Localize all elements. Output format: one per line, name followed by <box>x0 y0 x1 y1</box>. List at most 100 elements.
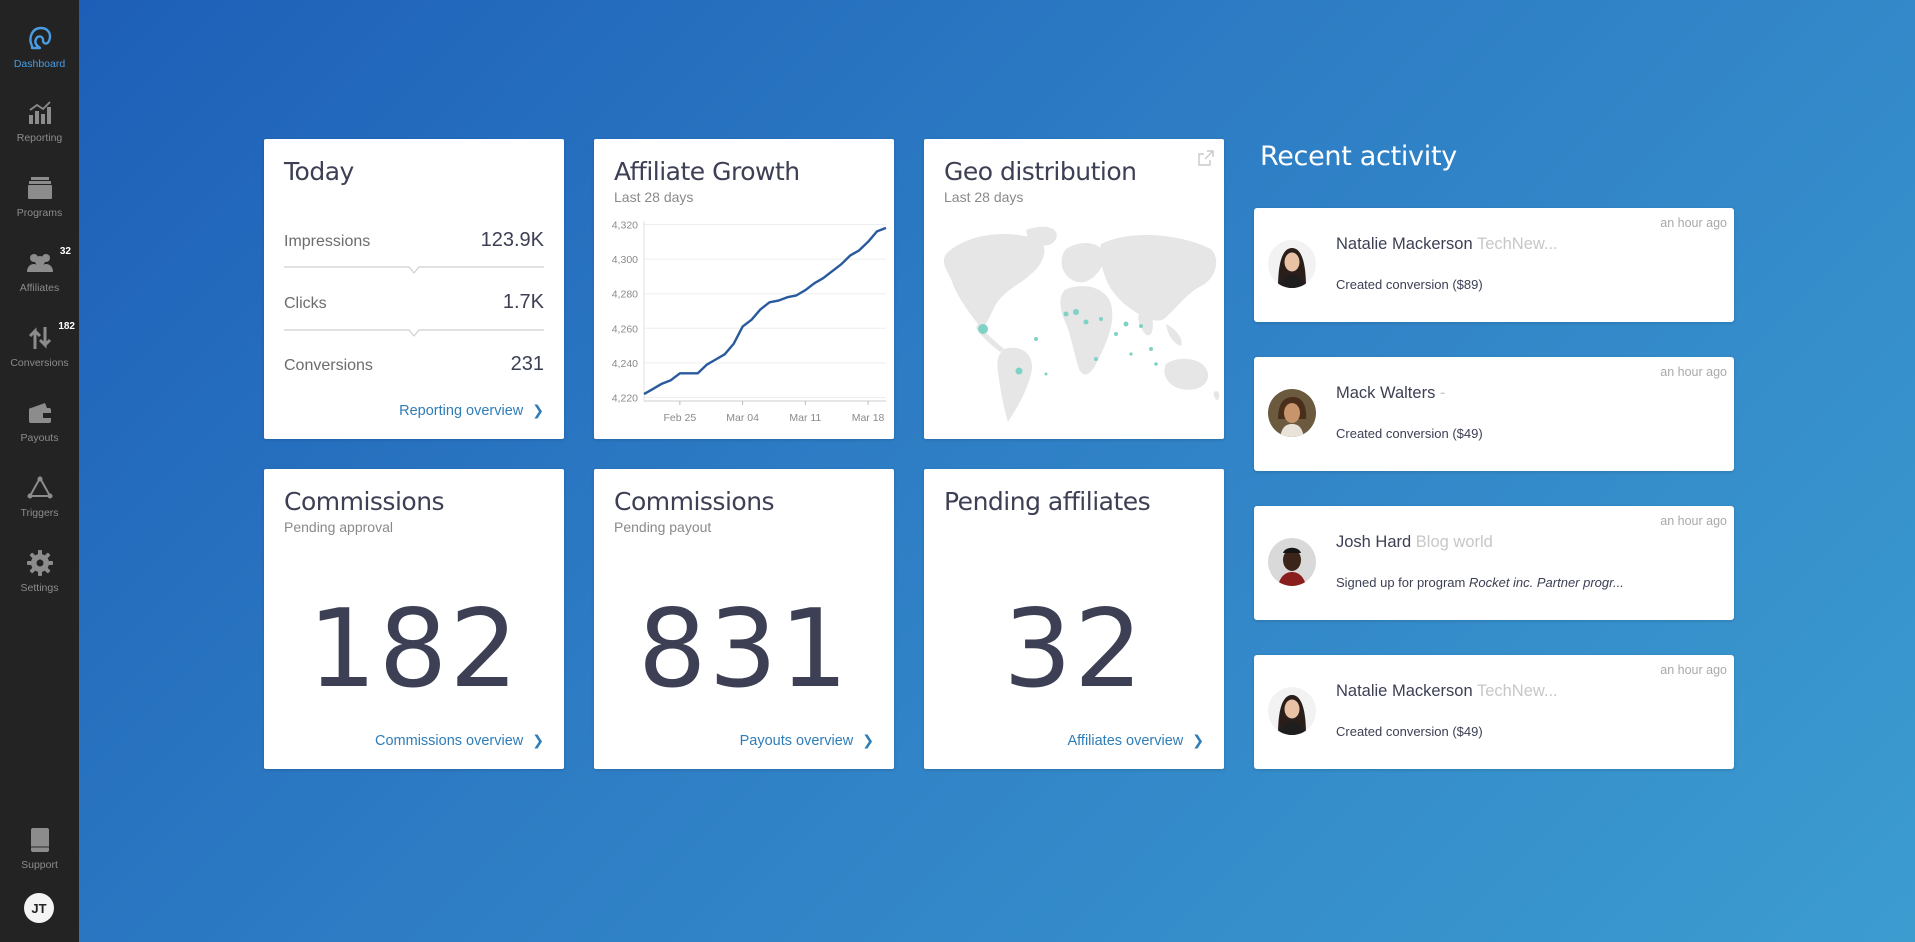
activity-item[interactable]: Natalie Mackerson TechNew... Created con… <box>1254 655 1734 769</box>
activity-user[interactable]: Josh Hard Blog world <box>1336 533 1493 552</box>
affiliates-overview-link[interactable]: Affiliates overview ❯ <box>1067 732 1204 749</box>
wallet-icon <box>28 403 51 423</box>
activity-time: an hour ago <box>1660 216 1727 230</box>
nav-triggers-label: Triggers <box>20 507 59 519</box>
pending-affiliates-count: 32 <box>1003 587 1145 712</box>
activity-user-name: Josh Hard <box>1336 533 1412 551</box>
activity-time: an hour ago <box>1660 663 1727 677</box>
chevron-right-icon: ❯ <box>532 402 544 418</box>
chevron-right-icon: ❯ <box>532 732 544 748</box>
nav-support[interactable]: Support <box>0 827 79 891</box>
activity-item[interactable]: Natalie Mackerson TechNew... Created con… <box>1254 208 1734 322</box>
nav-dashboard[interactable]: Dashboard <box>0 24 79 88</box>
payouts-overview-label: Payouts overview <box>739 732 854 749</box>
world-map <box>943 226 1220 422</box>
avatar <box>1268 240 1316 288</box>
reporting-overview-label: Reporting overview <box>399 402 524 419</box>
affiliates-badge: 32 <box>59 246 71 257</box>
activity-description-text: Signed up for program <box>1336 575 1469 590</box>
map-activity-dot <box>1139 324 1143 328</box>
external-link-icon[interactable] <box>1198 150 1214 166</box>
map-activity-dot <box>1114 332 1118 336</box>
affiliates-overview-label: Affiliates overview <box>1067 732 1184 749</box>
y-tick-label: 4,260 <box>612 323 638 335</box>
nav-payouts-label: Payouts <box>20 432 59 444</box>
today-card: Today Impressions 123.9K Clicks 1.7K Con… <box>264 139 564 439</box>
activity-user-name: Natalie Mackerson <box>1336 235 1473 253</box>
commissions-approval-card: Commissions Pending approval 182 Commiss… <box>264 469 564 769</box>
reporting-overview-link[interactable]: Reporting overview ❯ <box>399 402 544 419</box>
payouts-overview-link[interactable]: Payouts overview ❯ <box>740 732 874 749</box>
activity-user-name: Natalie Mackerson <box>1336 682 1473 700</box>
nav-programs[interactable]: Programs <box>0 175 79 239</box>
activity-description: Signed up for program Rocket inc. Partne… <box>1336 575 1624 590</box>
nav-reporting-label: Reporting <box>16 132 63 144</box>
divider <box>284 329 544 337</box>
nav-affiliates[interactable]: 32 Affiliates <box>0 246 79 314</box>
users-icon <box>26 254 53 272</box>
map-activity-dot <box>1099 317 1103 321</box>
activity-description-text: Created conversion ($49) <box>1336 426 1483 441</box>
geo-distribution-card: Geo distribution Last 28 days <box>924 139 1224 439</box>
nav-affiliates-label: Affiliates <box>19 282 60 294</box>
map-activity-dot <box>978 324 988 334</box>
nav-conversions[interactable]: 182 Conversions <box>0 321 79 389</box>
commissions-approval-title: Commissions <box>284 487 445 516</box>
today-title: Today <box>284 157 354 186</box>
activity-description-text: Created conversion ($49) <box>1336 724 1483 739</box>
commissions-overview-link[interactable]: Commissions overview ❯ <box>375 732 544 749</box>
activity-time: an hour ago <box>1660 365 1727 379</box>
map-activity-dot <box>1123 321 1129 327</box>
avatar <box>1268 538 1316 586</box>
user-avatar[interactable]: JT <box>24 893 54 923</box>
activity-user[interactable]: Natalie Mackerson TechNew... <box>1336 235 1558 254</box>
activity-program: Rocket inc. Partner progr... <box>1468 575 1624 590</box>
map-activity-dot <box>1149 347 1153 351</box>
nav-settings-label: Settings <box>20 582 59 594</box>
activity-description: Created conversion ($49) <box>1336 426 1483 441</box>
map-activity-dot <box>1044 372 1048 376</box>
activity-description: Created conversion ($89) <box>1336 277 1483 292</box>
nav-dashboard-label: Dashboard <box>13 58 66 70</box>
sidebar: Dashboard Reporting Programs 32 Affiliat… <box>0 0 79 942</box>
activity-company: TechNew... <box>1476 235 1558 253</box>
commissions-approval-count: 182 <box>307 587 521 712</box>
activity-item[interactable]: Mack Walters - Created conversion ($49) … <box>1254 357 1734 471</box>
logo-icon <box>28 26 51 50</box>
commissions-payout-subtitle: Pending payout <box>614 519 712 535</box>
geo-title: Geo distribution <box>944 157 1137 186</box>
activity-user[interactable]: Mack Walters - <box>1336 384 1445 403</box>
pending-affiliates-title: Pending affiliates <box>944 487 1151 516</box>
map-activity-dot <box>1073 309 1079 315</box>
map-activity-dot <box>1063 311 1069 317</box>
nav-triggers[interactable]: Triggers <box>0 475 79 539</box>
impressions-value: 123.9K <box>480 229 544 251</box>
avatar <box>1268 389 1316 437</box>
bar-chart-icon <box>28 101 51 124</box>
affiliate-growth-card: Affiliate Growth Last 28 days 4,220 4,240… <box>594 139 894 439</box>
chevron-right-icon: ❯ <box>862 732 874 748</box>
commissions-payout-title: Commissions <box>614 487 775 516</box>
activity-user[interactable]: Natalie Mackerson TechNew... <box>1336 682 1558 701</box>
activity-company: Blog world <box>1415 533 1493 551</box>
book-icon <box>30 828 49 852</box>
map-activity-dot <box>1129 352 1133 356</box>
nav-payouts[interactable]: Payouts <box>0 400 79 464</box>
nav-reporting[interactable]: Reporting <box>0 100 79 164</box>
nav-settings[interactable]: Settings <box>0 550 79 614</box>
x-tick-label: Mar 04 <box>726 412 759 424</box>
activity-item[interactable]: Josh Hard Blog world Signed up for progr… <box>1254 506 1734 620</box>
impressions-label: Impressions <box>284 233 371 250</box>
conversions-label: Conversions <box>284 357 373 374</box>
conversions-badge: 182 <box>58 321 75 332</box>
activity-description: Created conversion ($49) <box>1336 724 1483 739</box>
arrows-icon <box>28 327 51 349</box>
x-tick-label: Mar 11 <box>789 412 821 424</box>
growth-line-chart: 4,220 4,240 4,260 4,280 4,300 4,320 Feb 25 Mar … <box>612 219 887 424</box>
geo-subtitle: Last 28 days <box>944 189 1024 205</box>
avatar <box>1268 687 1316 735</box>
gear-icon <box>26 550 53 576</box>
commissions-overview-label: Commissions overview <box>375 732 524 749</box>
nav-support-label: Support <box>21 859 58 871</box>
chevron-right-icon: ❯ <box>1192 732 1204 748</box>
